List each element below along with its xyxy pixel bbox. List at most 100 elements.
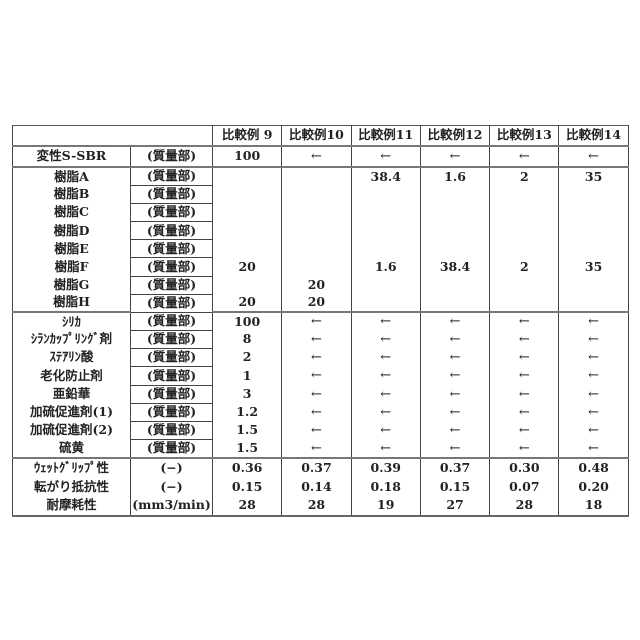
value-cell — [559, 222, 628, 240]
value-cell: ← — [282, 367, 351, 385]
value-cell: ← — [420, 146, 489, 167]
value-cell — [213, 276, 282, 294]
row-unit: (質量部) — [131, 222, 213, 240]
value-cell — [559, 294, 628, 312]
value-cell: 1.2 — [213, 403, 282, 421]
column-header: 比較例12 — [420, 126, 489, 147]
row-label: 樹脂F — [13, 258, 131, 276]
value-cell: ← — [559, 421, 628, 439]
table-row: 変性S-SBR(質量部)100←←←←← — [13, 146, 629, 167]
table-row: 加硫促進剤(1)(質量部)1.2←←←←← — [13, 403, 629, 421]
header-blank — [13, 126, 131, 147]
value-cell: 0.07 — [490, 478, 559, 497]
row-unit: (質量部) — [131, 403, 213, 421]
value-cell — [490, 186, 559, 204]
value-cell — [282, 204, 351, 222]
row-label: 樹脂A — [13, 167, 131, 186]
value-cell — [282, 167, 351, 186]
row-label: 加硫促進剤(1) — [13, 403, 131, 421]
value-cell: ← — [559, 146, 628, 167]
header-row: 比較例 9比較例10比較例11比較例12比較例13比較例14 — [13, 126, 629, 147]
table-row: ｳｪｯﾄｸﾞﾘｯﾌﾟ性(−)0.360.370.390.370.300.48 — [13, 458, 629, 478]
value-cell: 28 — [213, 496, 282, 516]
value-cell: ← — [282, 440, 351, 459]
value-cell: ← — [351, 421, 420, 439]
value-cell: ← — [559, 440, 628, 459]
value-cell: 0.18 — [351, 478, 420, 497]
value-cell: ← — [559, 312, 628, 330]
row-unit: (−) — [131, 458, 213, 478]
row-unit: (質量部) — [131, 385, 213, 403]
table-row: 樹脂G(質量部)20 — [13, 276, 629, 294]
column-header: 比較例 9 — [213, 126, 282, 147]
value-cell: 100 — [213, 146, 282, 167]
value-cell: ← — [490, 146, 559, 167]
value-cell — [213, 204, 282, 222]
row-unit: (質量部) — [131, 349, 213, 367]
row-label: ｼﾗﾝｶｯﾌﾟﾘﾝｸﾞ剤 — [13, 330, 131, 348]
value-cell — [420, 222, 489, 240]
header-blank — [131, 126, 213, 147]
value-cell: ← — [282, 330, 351, 348]
table-row: ｽﾃｱﾘﾝ酸(質量部)2←←←←← — [13, 349, 629, 367]
row-label: 加硫促進剤(2) — [13, 421, 131, 439]
value-cell: ← — [351, 385, 420, 403]
value-cell: 20 — [213, 258, 282, 276]
value-cell: 27 — [420, 496, 489, 516]
value-cell — [351, 186, 420, 204]
value-cell: ← — [420, 330, 489, 348]
value-cell: 1.6 — [351, 258, 420, 276]
table-row: 亜鉛華(質量部)3←←←←← — [13, 385, 629, 403]
row-unit: (質量部) — [131, 258, 213, 276]
row-unit: (質量部) — [131, 367, 213, 385]
row-unit: (質量部) — [131, 167, 213, 186]
value-cell: ← — [559, 349, 628, 367]
value-cell: 0.39 — [351, 458, 420, 478]
value-cell: 0.36 — [213, 458, 282, 478]
value-cell: ← — [282, 421, 351, 439]
row-unit: (質量部) — [131, 240, 213, 258]
value-cell: ← — [490, 349, 559, 367]
value-cell: 1.5 — [213, 421, 282, 439]
row-unit: (質量部) — [131, 330, 213, 348]
value-cell — [351, 204, 420, 222]
value-cell: ← — [420, 312, 489, 330]
row-label: 耐摩耗性 — [13, 496, 131, 516]
column-header: 比較例13 — [490, 126, 559, 147]
column-header: 比較例10 — [282, 126, 351, 147]
value-cell: 1.5 — [213, 440, 282, 459]
value-cell — [420, 204, 489, 222]
value-cell: ← — [490, 385, 559, 403]
value-cell: ← — [490, 312, 559, 330]
value-cell — [420, 186, 489, 204]
value-cell — [420, 294, 489, 312]
value-cell: ← — [282, 146, 351, 167]
value-cell — [420, 276, 489, 294]
comparison-table: 比較例 9比較例10比較例11比較例12比較例13比較例14変性S-SBR(質量… — [12, 125, 629, 517]
value-cell: 0.37 — [282, 458, 351, 478]
value-cell — [559, 276, 628, 294]
value-cell: ← — [559, 385, 628, 403]
value-cell — [351, 294, 420, 312]
value-cell: ← — [559, 330, 628, 348]
row-label: 樹脂B — [13, 186, 131, 204]
value-cell — [351, 240, 420, 258]
value-cell: ← — [490, 330, 559, 348]
value-cell: 100 — [213, 312, 282, 330]
value-cell — [490, 204, 559, 222]
value-cell: 38.4 — [420, 258, 489, 276]
row-unit: (mm3/min) — [131, 496, 213, 516]
table-row: 樹脂E(質量部) — [13, 240, 629, 258]
value-cell: 0.48 — [559, 458, 628, 478]
value-cell — [420, 240, 489, 258]
value-cell — [351, 276, 420, 294]
table-row: 加硫促進剤(2)(質量部)1.5←←←←← — [13, 421, 629, 439]
table-row: ｼﾗﾝｶｯﾌﾟﾘﾝｸﾞ剤(質量部)8←←←←← — [13, 330, 629, 348]
value-cell: ← — [351, 312, 420, 330]
value-cell: ← — [420, 421, 489, 439]
value-cell: ← — [351, 367, 420, 385]
row-unit: (質量部) — [131, 440, 213, 459]
row-unit: (質量部) — [131, 186, 213, 204]
value-cell: ← — [420, 349, 489, 367]
value-cell: 19 — [351, 496, 420, 516]
